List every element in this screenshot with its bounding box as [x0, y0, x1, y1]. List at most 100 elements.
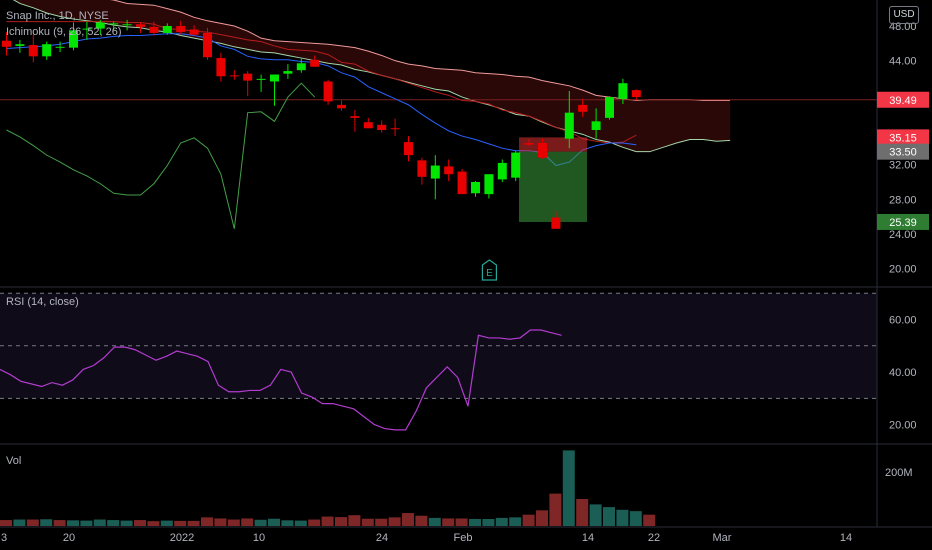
volume-bar[interactable]	[281, 520, 294, 526]
volume-bar[interactable]	[388, 517, 401, 526]
price-label-box[interactable]	[877, 143, 929, 160]
volume-bar[interactable]	[80, 520, 93, 526]
candle[interactable]	[95, 19, 105, 35]
candle[interactable]	[578, 98, 588, 117]
volume-bar[interactable]	[562, 450, 575, 526]
volume-bar[interactable]	[361, 518, 374, 526]
volume-bar[interactable]	[348, 515, 361, 526]
volume-bar[interactable]	[107, 520, 120, 526]
volume-bar[interactable]	[93, 519, 106, 526]
candle[interactable]	[176, 20, 186, 34]
volume-bar[interactable]	[616, 509, 629, 526]
volume-bar[interactable]	[187, 520, 200, 526]
candle[interactable]	[337, 100, 346, 111]
candle[interactable]	[363, 117, 373, 129]
volume-bar[interactable]	[160, 520, 173, 526]
volume-bar[interactable]	[0, 520, 12, 526]
volume-legend[interactable]: Vol	[6, 455, 22, 467]
volume-bar[interactable]	[402, 513, 414, 526]
stop-loss-zone[interactable]	[519, 137, 587, 152]
price-label-box[interactable]	[877, 91, 929, 108]
volume-bar[interactable]	[469, 518, 481, 526]
candle[interactable]	[82, 21, 92, 40]
volume-bar[interactable]	[428, 517, 441, 526]
candle[interactable]	[377, 120, 387, 133]
candle[interactable]	[162, 23, 172, 35]
volume-pane[interactable]	[0, 450, 656, 526]
earnings-icon[interactable]	[481, 259, 497, 281]
ichimoku-legend[interactable]: Ichimoku (9, 26, 52, 26)	[6, 26, 122, 38]
candle[interactable]	[484, 174, 494, 199]
volume-bar[interactable]	[415, 515, 428, 526]
candle[interactable]	[497, 159, 507, 182]
candle[interactable]	[136, 22, 145, 33]
candle[interactable]	[511, 150, 521, 182]
candle[interactable]	[243, 71, 253, 97]
volume-bar[interactable]	[375, 518, 388, 526]
volume-bar[interactable]	[308, 519, 321, 526]
volume-bar[interactable]	[26, 519, 39, 526]
candle[interactable]	[310, 55, 320, 67]
candle[interactable]	[323, 79, 333, 105]
volume-bar[interactable]	[268, 518, 280, 526]
candle[interactable]	[229, 70, 239, 80]
price-pane[interactable]: E	[0, 0, 877, 281]
candle[interactable]	[524, 138, 534, 147]
volume-bar[interactable]	[201, 517, 213, 526]
volume-bar[interactable]	[549, 493, 562, 526]
candle[interactable]	[109, 21, 119, 31]
candle[interactable]	[2, 32, 11, 56]
volume-bar[interactable]	[629, 511, 642, 526]
volume-bar[interactable]	[241, 518, 254, 526]
candle[interactable]	[618, 78, 628, 104]
volume-bar[interactable]	[53, 520, 66, 526]
volume-bar[interactable]	[134, 520, 146, 526]
candle[interactable]	[390, 118, 400, 137]
volume-bar[interactable]	[643, 514, 656, 526]
volume-bar[interactable]	[13, 519, 26, 526]
volume-bar[interactable]	[214, 518, 227, 526]
price-label-box[interactable]	[877, 129, 929, 146]
price-axis[interactable]: 20.00 24.00 28.00 32.00 40.00 44.00 48.00 39.49…	[0, 0, 932, 528]
volume-bar[interactable]	[294, 520, 307, 526]
candle[interactable]	[28, 34, 38, 63]
candle[interactable]	[551, 211, 561, 229]
volume-bar[interactable]	[495, 517, 508, 526]
candle[interactable]	[69, 22, 78, 51]
candle[interactable]	[444, 159, 454, 182]
volume-bar[interactable]	[576, 499, 589, 526]
symbol-legend[interactable]: Snap Inc., 1D, NYSE	[6, 10, 109, 22]
currency-button[interactable]: USD	[889, 6, 919, 24]
candle[interactable]	[203, 27, 212, 60]
volume-bar[interactable]	[174, 520, 187, 526]
volume-bar[interactable]	[536, 510, 548, 526]
volume-bar[interactable]	[147, 521, 160, 526]
volume-bar[interactable]	[67, 520, 79, 526]
candle[interactable]	[149, 21, 159, 36]
candle[interactable]	[605, 96, 614, 120]
volume-bar[interactable]	[442, 518, 455, 526]
candle[interactable]	[457, 169, 467, 195]
candle[interactable]	[256, 74, 266, 92]
candle[interactable]	[417, 157, 427, 185]
rsi-legend[interactable]: RSI (14, close)	[6, 296, 79, 308]
candle[interactable]	[471, 181, 480, 197]
candle[interactable]	[404, 136, 413, 162]
candle[interactable]	[631, 89, 641, 101]
volume-bar[interactable]	[227, 519, 240, 526]
volume-bar[interactable]	[335, 517, 347, 526]
volume-bar[interactable]	[509, 517, 522, 526]
volume-bar[interactable]	[254, 519, 267, 526]
candle[interactable]	[350, 110, 360, 132]
volume-bar[interactable]	[603, 507, 615, 526]
take-profit-zone[interactable]	[519, 151, 587, 222]
candle[interactable]	[591, 108, 601, 139]
price-label-box[interactable]	[877, 213, 929, 230]
candle[interactable]	[430, 155, 440, 200]
volume-bar[interactable]	[455, 518, 468, 526]
candle[interactable]	[216, 52, 226, 82]
candle[interactable]	[122, 19, 132, 31]
time-axis[interactable]: 3 20 2022 10 24 Feb 14 22 Mar 14	[1, 532, 852, 544]
candle[interactable]	[296, 58, 306, 73]
candle[interactable]	[538, 138, 547, 159]
